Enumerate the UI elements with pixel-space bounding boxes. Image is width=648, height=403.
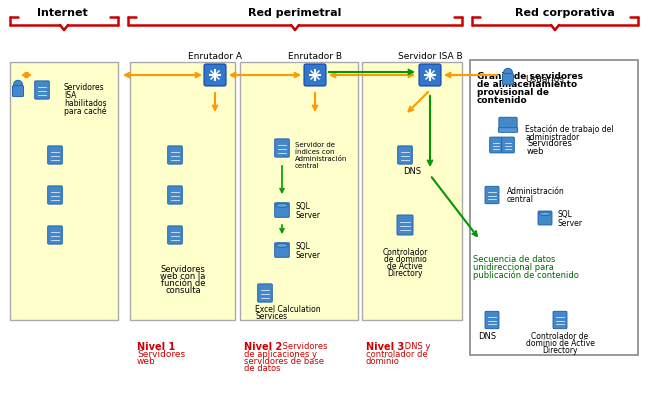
Text: controlador de: controlador de (366, 350, 428, 359)
Text: Estación de trabajo del: Estación de trabajo del (525, 125, 614, 135)
Text: SQL: SQL (295, 243, 310, 251)
Text: para caché: para caché (64, 106, 106, 116)
Text: Controlador: Controlador (382, 248, 428, 257)
Text: administrador: administrador (525, 133, 579, 142)
Circle shape (14, 80, 23, 89)
Text: Servidores: Servidores (527, 139, 572, 147)
FancyBboxPatch shape (362, 62, 462, 320)
FancyBboxPatch shape (419, 64, 441, 86)
Text: Servidores: Servidores (161, 265, 205, 274)
FancyBboxPatch shape (275, 203, 289, 217)
Text: servidores de base: servidores de base (244, 357, 324, 366)
FancyBboxPatch shape (12, 85, 23, 97)
Text: Controlador de: Controlador de (531, 332, 588, 341)
Text: Servidores: Servidores (64, 83, 104, 91)
Text: de dominio: de dominio (384, 255, 426, 264)
Text: central: central (295, 163, 319, 169)
FancyBboxPatch shape (398, 146, 412, 164)
FancyBboxPatch shape (490, 137, 502, 153)
Text: web: web (137, 357, 156, 366)
Text: web: web (527, 147, 544, 156)
FancyBboxPatch shape (10, 62, 118, 320)
FancyBboxPatch shape (397, 215, 413, 235)
Text: Enrutador B: Enrutador B (288, 52, 342, 61)
FancyBboxPatch shape (130, 62, 235, 320)
Text: Red corporativa: Red corporativa (515, 8, 615, 18)
FancyBboxPatch shape (168, 226, 182, 244)
FancyBboxPatch shape (204, 64, 226, 86)
Text: ISA: ISA (64, 91, 76, 100)
Text: de Active: de Active (388, 262, 422, 271)
Text: Secuencia de datos: Secuencia de datos (473, 255, 555, 264)
Text: Servidor ISA B: Servidor ISA B (398, 52, 462, 61)
Text: web con la: web con la (160, 272, 205, 281)
Ellipse shape (539, 212, 551, 216)
Text: función de: función de (161, 279, 205, 288)
Text: DNS: DNS (478, 332, 496, 341)
Text: SQL: SQL (295, 202, 310, 212)
Text: de aplicaciones y: de aplicaciones y (244, 350, 317, 359)
Text: central: central (507, 195, 534, 204)
Text: unidireccional para: unidireccional para (473, 263, 554, 272)
Text: provisional de: provisional de (477, 88, 549, 97)
Text: de datos: de datos (244, 364, 281, 373)
Text: Excel Calculation: Excel Calculation (255, 305, 321, 314)
Text: Servidores: Servidores (137, 350, 185, 359)
FancyBboxPatch shape (485, 312, 499, 329)
Text: consulta: consulta (165, 286, 201, 295)
Text: Enrutador A: Enrutador A (188, 52, 242, 61)
Text: Servidor de: Servidor de (295, 142, 335, 148)
FancyBboxPatch shape (35, 81, 49, 99)
Text: Server: Server (295, 251, 320, 260)
Ellipse shape (275, 204, 288, 207)
FancyBboxPatch shape (48, 146, 62, 164)
FancyBboxPatch shape (499, 117, 517, 130)
FancyBboxPatch shape (538, 211, 552, 225)
Text: dominio: dominio (366, 357, 400, 366)
Text: Services: Services (255, 312, 287, 321)
FancyBboxPatch shape (275, 139, 289, 157)
Text: Servidores: Servidores (280, 342, 327, 351)
Text: Directory: Directory (542, 346, 578, 355)
Text: Directory: Directory (388, 269, 422, 278)
FancyBboxPatch shape (470, 60, 638, 355)
Text: Nivel 1: Nivel 1 (137, 342, 175, 352)
Text: Internet: Internet (37, 8, 87, 18)
Text: SQL: SQL (558, 210, 573, 220)
FancyBboxPatch shape (502, 137, 515, 153)
Text: Server: Server (295, 210, 320, 220)
Text: contenido: contenido (477, 96, 527, 105)
Circle shape (503, 68, 513, 77)
Text: Administración: Administración (295, 156, 347, 162)
Text: DNS: DNS (403, 167, 421, 176)
FancyBboxPatch shape (240, 62, 358, 320)
FancyBboxPatch shape (498, 128, 518, 132)
FancyBboxPatch shape (48, 186, 62, 204)
FancyBboxPatch shape (502, 74, 513, 85)
FancyBboxPatch shape (258, 284, 272, 302)
FancyBboxPatch shape (275, 243, 289, 257)
FancyBboxPatch shape (168, 146, 182, 164)
Text: Nivel 3: Nivel 3 (366, 342, 404, 352)
Text: publicación de contenido: publicación de contenido (473, 271, 579, 280)
FancyBboxPatch shape (168, 186, 182, 204)
Text: índices con: índices con (295, 149, 334, 155)
Text: habilitados: habilitados (64, 98, 107, 108)
Text: Usuarios: Usuarios (525, 75, 564, 85)
Text: Granja de servidores: Granja de servidores (477, 72, 583, 81)
Ellipse shape (275, 244, 288, 247)
Text: DNS y: DNS y (402, 342, 430, 351)
FancyBboxPatch shape (553, 312, 567, 329)
FancyBboxPatch shape (48, 226, 62, 244)
Text: Server: Server (558, 218, 583, 228)
FancyBboxPatch shape (304, 64, 326, 86)
Text: Red perimetral: Red perimetral (248, 8, 341, 18)
FancyBboxPatch shape (485, 186, 499, 204)
Text: dominio de Active: dominio de Active (526, 339, 594, 348)
Text: Nivel 2: Nivel 2 (244, 342, 283, 352)
Text: Administración: Administración (507, 187, 565, 197)
Text: de almacenamiento: de almacenamiento (477, 80, 577, 89)
